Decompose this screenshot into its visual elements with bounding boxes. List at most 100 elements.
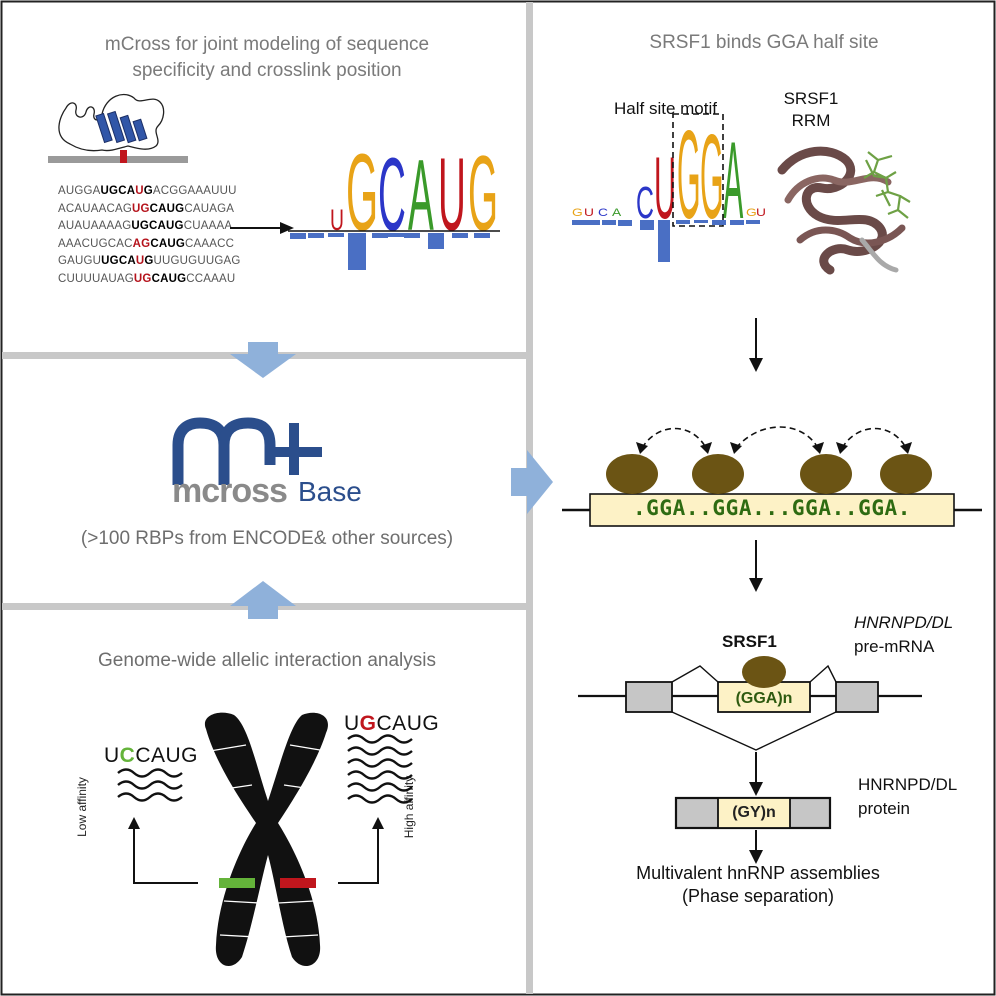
premrna-label: pre-mRNA [854, 637, 935, 656]
crosslink-bar [328, 233, 344, 237]
gga-binding-model [562, 426, 982, 527]
gene-name: HNRNPD/DL [854, 613, 954, 632]
logo-letter: U [756, 206, 766, 218]
logo-letter: C [636, 177, 654, 228]
gga-exon-label: (GGA)n [735, 690, 793, 707]
crosslink-bar [730, 220, 744, 225]
outcome-text: Multivalent hnRNP assemblies (Phase sepa… [580, 862, 936, 908]
mcross-title-line2: specificity and crosslink position [132, 60, 402, 81]
down-arrow-top [230, 342, 296, 378]
sequence-row: AUGGAUGCAUGACGGAAAUUU [58, 185, 237, 197]
crosslink-bar [618, 220, 632, 226]
srsf1-rrm-line2: RRM [791, 111, 831, 130]
logo-letter: A [612, 206, 622, 218]
logo-letter: C [598, 206, 608, 218]
beta-strand-1 [95, 112, 113, 144]
crosslink-site [120, 150, 127, 163]
crosslink-bar [572, 220, 586, 225]
mcross-logo-text: mcross [172, 472, 288, 510]
rna-ligand [863, 151, 911, 219]
crosslink-bar [676, 220, 690, 224]
logo-letter: U [330, 205, 344, 237]
down-arrow-3 [749, 752, 763, 796]
sequence-row: GAUGUUGCAUGUUGUGUUGAG [58, 255, 241, 268]
low-affinity-rna-waves [117, 768, 183, 802]
outcome-line2: (Phase separation) [681, 886, 835, 906]
mcross-title-line1: mCross for joint modeling of sequence [104, 34, 430, 55]
crosslink-bar [712, 220, 726, 225]
beta-strand-3 [119, 114, 137, 144]
srsf1-on-exon [742, 656, 786, 688]
seq-arrow-head [280, 222, 294, 234]
crosslink-bar [428, 233, 444, 249]
high-affinity-arrow [338, 827, 379, 884]
sequence-row: ACAUAACAGUGCAUGCAUAGA [58, 202, 235, 215]
crosslink-bar [452, 233, 468, 238]
rbp-structure-icon [48, 93, 188, 163]
low-affinity-seq: UCCAUG [104, 744, 199, 767]
beta-strand-2 [106, 110, 126, 144]
sequence-row: CUUUUAUAGUGCAUGCCAAAU [58, 273, 236, 285]
logo-letter: G [746, 206, 757, 218]
upstream-exon [625, 681, 673, 713]
allelic-diagram [117, 712, 413, 967]
protein-diagram [674, 796, 832, 830]
half-site-box [672, 113, 724, 227]
logo-letter: G [572, 206, 583, 218]
rrm-ribbon [777, 146, 906, 275]
right-arrow-to-model [511, 450, 553, 514]
crosslink-bar [348, 233, 366, 270]
inclusion-junction-2 [809, 664, 837, 683]
protein-label-line2: protein [858, 799, 910, 818]
mcross-title: mCross for joint modeling of sequence sp… [34, 32, 500, 84]
down-arrow-2 [749, 540, 763, 592]
half-site-label: Half site motif [614, 99, 717, 118]
logo-plus-vertical [289, 423, 299, 475]
up-arrow-bottom [230, 581, 296, 619]
crosslink-bar [640, 220, 654, 230]
rna-bar [48, 156, 188, 163]
gga-sequence-strip: .GGA..GGA...GGA..GGA. [632, 496, 912, 520]
crosslink-bar [746, 220, 760, 224]
high-affinity-rna-waves [347, 734, 413, 804]
logo-letter: U [654, 138, 676, 237]
logo-m-right-arch [218, 417, 276, 465]
low-allele-mark [219, 878, 255, 888]
crosslink-bar [658, 220, 670, 262]
inclusion-junction-1 [671, 665, 719, 683]
crosslink-bar [602, 220, 616, 225]
crosslink-bar [586, 220, 600, 225]
half-site-motif-logo: C U G G AG U C A G U [572, 110, 766, 262]
gy-domain [717, 797, 791, 829]
skipping-junction [671, 711, 837, 751]
protein-coil [58, 93, 165, 152]
mcross-logo-suffix: Base [298, 476, 362, 507]
sequence-row: AUAUAAAAGUGCAUGCUAAAA [58, 220, 233, 233]
high-affinity-seq: UGCAUG [344, 712, 440, 735]
downstream-exon [835, 681, 879, 713]
splicing-diagram [578, 656, 922, 751]
srsf1-rrm-label: SRSF1 RRM [776, 88, 846, 132]
crosslink-bar [308, 233, 324, 238]
srsf1-bound-label: SRSF1 [722, 632, 777, 651]
seq-arrow-line [230, 227, 285, 229]
protein-label-line1: HNRNPD/DL [858, 775, 958, 794]
sequence-row: AAACUGCACAGCAUGCAAACC [58, 237, 235, 250]
logo-letter: U [584, 206, 594, 218]
allelic-title: Genome-wide allelic interaction analysis [98, 650, 436, 671]
gga-region-box [589, 493, 955, 527]
gy-domain-label: (GY)n [732, 804, 776, 821]
srsf1-rrm-line1: SRSF1 [783, 89, 839, 108]
crosslink-bar [372, 233, 388, 238]
srsf1-title: SRSF1 binds GGA half site [649, 32, 879, 53]
crosslink-bar [290, 233, 306, 239]
logo-letter: G [677, 110, 701, 245]
down-arrow-1 [749, 318, 763, 372]
crosslink-bar [694, 220, 708, 223]
srsf1-proteins [606, 454, 932, 494]
chromosome [204, 712, 328, 967]
interaction-arcs [641, 426, 907, 449]
